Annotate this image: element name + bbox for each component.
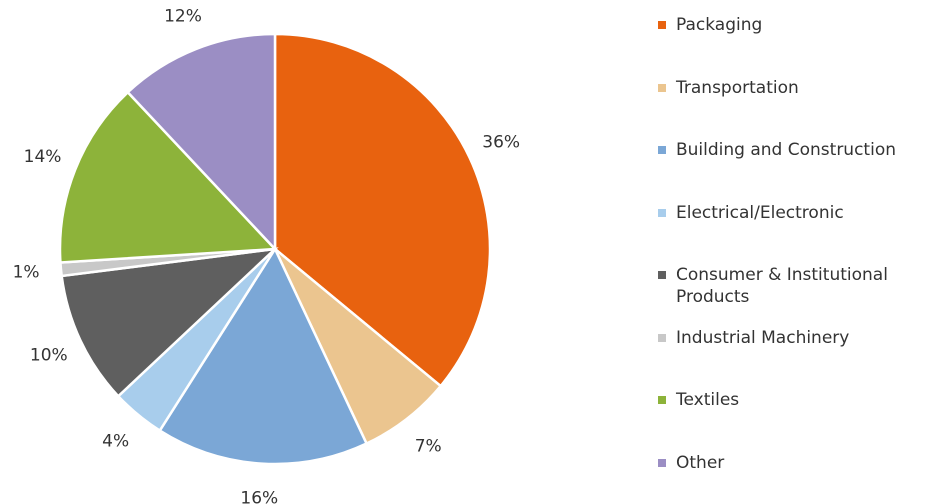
legend-label: Textiles — [676, 390, 740, 410]
legend-swatch — [658, 208, 666, 217]
legend-label: Other — [676, 452, 725, 473]
legend-swatch — [658, 83, 666, 92]
data-label: 7% — [415, 437, 442, 457]
legend-label: Packaging — [676, 15, 763, 35]
pie-slice — [58, 90, 278, 264]
legend-item: Transportation — [658, 77, 923, 99]
legend-swatch — [658, 21, 666, 29]
legend-label: Electrical/Electronic — [676, 202, 844, 223]
data-label: 12% — [164, 7, 202, 27]
legend-swatch — [658, 458, 666, 467]
data-label: 14% — [24, 147, 62, 167]
legend-label: Consumer & Institutional Products — [676, 265, 888, 307]
legend-label: Building and Construction — [676, 140, 896, 160]
data-label: 1% — [13, 263, 40, 283]
legend-swatch — [658, 146, 666, 154]
data-label: 4% — [102, 432, 129, 452]
legend-swatch — [658, 271, 666, 279]
legend-item: Packaging — [658, 14, 923, 36]
pie-slice — [126, 32, 277, 253]
legend-item: Textiles — [658, 389, 923, 411]
legend-item: Electrical/Electronic — [658, 202, 923, 224]
legend-swatch — [658, 333, 666, 342]
pie-slice — [158, 246, 369, 466]
legend-item: Building and Construction — [658, 139, 923, 161]
pie-slice — [273, 32, 492, 388]
data-label: 10% — [30, 345, 68, 365]
legend-label: Industrial Machinery — [676, 327, 850, 348]
pie-slice — [60, 247, 279, 398]
chart: 36% 7% 16% 4% 10% 1% 14% 12% — [13, 7, 520, 504]
legend-label: Transportation — [676, 77, 799, 98]
legend-item: Consumer & Institutional Products — [658, 264, 923, 308]
legend-item: Industrial Machinery — [658, 327, 923, 349]
data-label: 16% — [240, 489, 278, 504]
data-label: 36% — [482, 133, 520, 153]
legend-item: Other — [658, 452, 923, 474]
legend-swatch — [658, 396, 666, 404]
